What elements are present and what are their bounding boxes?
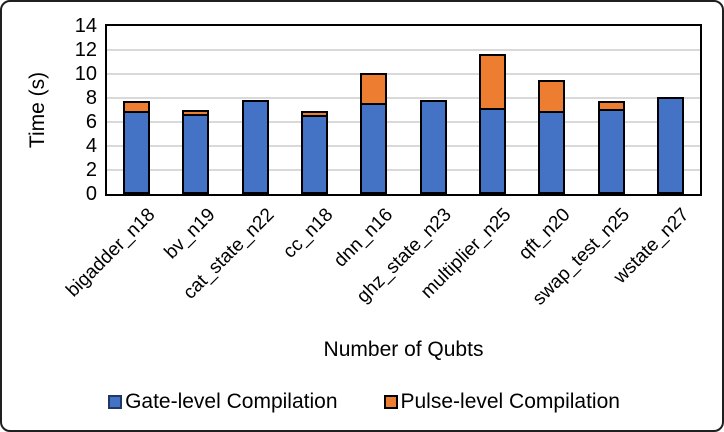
bar-segment-pulse-level [360, 73, 387, 103]
x-axis-title: Number of Qubts [323, 338, 484, 361]
legend-label-pulse-level: Pulse-level Compilation [400, 390, 620, 413]
legend-item-gate-level: Gate-level Compilation [108, 390, 338, 414]
y-tick-label: 12 [74, 39, 97, 61]
gridline [107, 97, 700, 99]
bar-segment-gate-level [420, 100, 447, 194]
x-tick-label: bigadder_n18 [62, 204, 160, 302]
bar-segment-pulse-level [301, 111, 328, 115]
bar-segment-gate-level [360, 103, 387, 194]
bar-segment-pulse-level [538, 80, 565, 111]
x-tick-label: bv_n19 [160, 204, 220, 264]
y-tick-label: 4 [85, 135, 97, 157]
x-tick-label: cc_n18 [279, 204, 338, 263]
y-tick-label: 10 [74, 63, 97, 85]
bar-segment-gate-level [598, 109, 625, 194]
gate-level-swatch-icon [108, 395, 123, 409]
bar-segment-gate-level [538, 111, 565, 194]
legend-item-pulse-level: Pulse-level Compilation [383, 390, 620, 414]
bar-segment-pulse-level [598, 101, 625, 109]
gridline [107, 145, 700, 147]
bar-segment-gate-level [301, 115, 328, 194]
gridline [107, 121, 700, 123]
y-tick-label: 8 [85, 87, 97, 109]
y-tick-label: 14 [74, 15, 97, 37]
plot-area [105, 24, 702, 196]
bar-segment-gate-level [479, 108, 506, 194]
bar-segment-gate-level [182, 114, 209, 194]
bar-segment-pulse-level [182, 110, 209, 114]
bar-segment-gate-level [242, 100, 269, 194]
y-tick-label: 0 [85, 183, 97, 205]
gridline [107, 169, 700, 171]
pulse-level-swatch-icon [383, 395, 398, 409]
bar-segment-gate-level [123, 111, 150, 194]
bar-segment-pulse-level [123, 101, 150, 111]
bar-segment-pulse-level [479, 54, 506, 108]
y-tick-label: 2 [85, 159, 97, 181]
legend: Gate-level Compilation Pulse-level Compi… [2, 390, 722, 414]
gridline [107, 73, 700, 75]
bar-segment-gate-level [657, 97, 684, 194]
legend-label-gate-level: Gate-level Compilation [125, 390, 338, 413]
gridline [107, 49, 700, 51]
x-tick-label: qft_n20 [515, 204, 575, 264]
y-tick-label: 6 [85, 111, 97, 133]
